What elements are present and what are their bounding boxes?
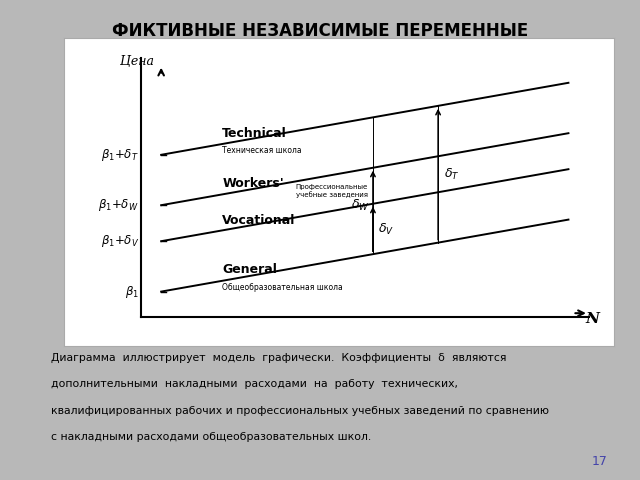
Text: N: N [586, 312, 600, 325]
Text: $\delta_T$: $\delta_T$ [444, 167, 460, 182]
Text: с накладными расходами общеобразовательных школ.: с накладными расходами общеобразовательн… [51, 432, 371, 442]
Text: Общеобразовательная школа: Общеобразовательная школа [222, 283, 343, 291]
Text: Vocational: Vocational [222, 214, 296, 227]
Text: $\delta_W$: $\delta_W$ [351, 198, 369, 213]
Text: Technical: Technical [222, 127, 287, 140]
Text: 17: 17 [592, 455, 608, 468]
Text: $\beta_1$+$\delta_W$: $\beta_1$+$\delta_W$ [98, 197, 139, 213]
Text: Цена: Цена [120, 55, 154, 68]
Text: $\delta_V$: $\delta_V$ [378, 221, 394, 237]
Text: Workers': Workers' [222, 177, 284, 190]
Text: дополнительными  накладными  расходами  на  работу  технических,: дополнительными накладными расходами на … [51, 379, 458, 389]
Text: Профессиональные
учебные заведения: Профессиональные учебные заведения [296, 184, 368, 198]
Text: General: General [222, 264, 277, 276]
Text: ФИКТИВНЫЕ НЕЗАВИСИМЫЕ ПЕРЕМЕННЫЕ: ФИКТИВНЫЕ НЕЗАВИСИМЫЕ ПЕРЕМЕННЫЕ [112, 22, 528, 40]
Text: Техническая школа: Техническая школа [222, 146, 302, 155]
Text: Диаграмма  иллюстрирует  модель  графически.  Коэффициенты  δ  являются: Диаграмма иллюстрирует модель графически… [51, 353, 507, 363]
Text: $\beta_1$+$\delta_T$: $\beta_1$+$\delta_T$ [101, 147, 139, 163]
Text: $\beta_1$: $\beta_1$ [125, 284, 139, 300]
Text: квалифицированных рабочих и профессиональных учебных заведений по сравнению: квалифицированных рабочих и профессионал… [51, 406, 549, 416]
Text: $\beta_1$+$\delta_V$: $\beta_1$+$\delta_V$ [100, 233, 139, 249]
